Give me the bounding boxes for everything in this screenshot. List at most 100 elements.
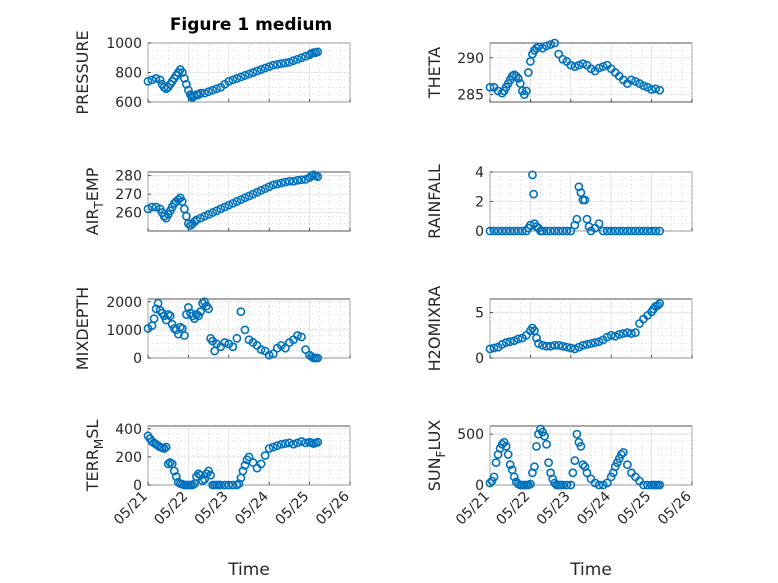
data-point [574,342,584,352]
y-axis-label: THETA [425,47,444,99]
data-point [489,226,499,236]
data-point [558,341,568,351]
data-point [631,328,640,337]
data-point [513,226,523,236]
data-point [228,480,238,490]
data-point [240,460,250,470]
data-point [194,311,203,321]
data-point [511,71,521,81]
data-point [509,336,519,346]
data-point [264,182,274,192]
subplot-air-temp: 260 270 280 AIRTEMP [83,167,351,235]
data-point [313,437,323,447]
data-point [643,480,652,490]
data-point [503,450,513,459]
data-point [586,339,596,348]
data-point [540,431,549,441]
data-point [505,460,515,470]
data-point [509,472,519,482]
data-point [614,226,624,236]
data-point [544,458,553,468]
data-point [272,179,282,189]
data-point [542,226,551,236]
y-tick-label: 400 [115,422,142,438]
y-tick-label: 1000 [106,36,142,52]
subplot-mixdepth: 0 1000 2000 MIXDEPTH [73,287,351,370]
data-point [260,63,270,73]
data-point [297,437,306,446]
data-point [532,441,541,451]
data-point [534,339,543,348]
data-point [173,195,183,205]
data-point [240,71,250,80]
data-point [616,450,626,459]
data-point [224,200,234,210]
data-point [618,226,628,236]
data-point [313,47,323,57]
data-point [590,338,600,347]
data-point [200,211,209,221]
y-tick-label: 260 [115,206,142,222]
data-point [554,226,564,236]
data-point [578,59,588,69]
data-point [602,478,612,488]
data-point [598,62,608,71]
data-point [526,479,535,489]
data-point [200,297,209,307]
data-point [558,480,568,490]
data-point [594,337,604,347]
data-point [602,226,612,236]
figure-title: Figure 1 medium [170,15,332,35]
data-point [244,191,254,201]
data-point [566,480,576,490]
y-axis-label: SUNFLUX [425,420,448,492]
data-point [653,300,663,310]
data-point [293,175,302,185]
data-point [149,314,159,324]
data-point [566,343,576,353]
data-point [280,177,290,187]
data-point [532,43,541,53]
data-point [618,329,628,338]
data-point [220,480,230,490]
data-point [627,329,636,338]
data-point [204,210,213,219]
data-point [562,342,572,352]
x-tick-label: 05/22 [151,489,191,529]
data-point [301,345,310,354]
data-point [167,319,177,329]
data-point [196,213,205,223]
x-tick-label: 05/21 [453,489,493,529]
data-point [228,75,238,85]
data-point [655,226,665,236]
data-point [505,337,515,347]
data-point [582,468,592,478]
y-tick-label: 1000 [106,323,142,339]
data-point [200,88,209,98]
y-tick-label: 0 [133,478,142,494]
y-axis-label: RAINFALL [425,164,444,239]
data-point [284,438,294,448]
data-point [232,333,242,343]
x-tick-label: 05/23 [534,489,574,529]
data-point [284,57,294,67]
data-point [301,174,310,184]
data-point [610,226,620,236]
data-point [284,176,294,186]
y-tick-label: 285 [457,88,484,104]
data-point [578,460,588,470]
data-point [530,462,539,472]
data-point [289,56,298,66]
data-point [647,85,656,94]
data-point [534,42,543,52]
data-point [280,58,290,68]
data-point [216,480,226,490]
data-point [293,54,302,64]
y-axis-label: PRESSURE [73,30,92,114]
data-point [236,195,246,205]
data-point [521,86,531,96]
data-point [513,74,523,83]
data-point [622,328,632,337]
data-point [602,332,612,342]
